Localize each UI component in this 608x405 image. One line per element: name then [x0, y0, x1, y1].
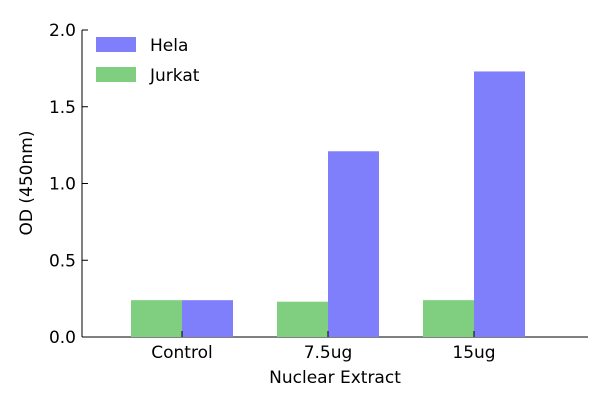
- bars: [131, 71, 525, 337]
- x-tick-label: 7.5ug: [304, 343, 353, 363]
- bar-hela-15ug: [474, 71, 525, 337]
- legend-label-hela: Hela: [150, 36, 188, 56]
- y-tick-label: 1.5: [49, 98, 76, 118]
- legend: Hela Jurkat: [96, 36, 200, 86]
- x-axis-title: Nuclear Extract: [269, 368, 401, 388]
- y-tick-label: 2.0: [49, 21, 76, 41]
- bar-jurkat-control: [131, 300, 182, 337]
- bar-jurkat-7-5ug: [277, 301, 328, 337]
- legend-swatch-jurkat: [96, 67, 136, 82]
- x-tick-label: Control: [151, 343, 212, 363]
- y-tick-label: 0.0: [49, 328, 76, 348]
- y-tick-label: 0.5: [49, 251, 76, 271]
- y-axis-title: OD (450nm): [17, 131, 37, 236]
- bar-hela-control: [182, 300, 233, 337]
- legend-swatch-hela: [96, 37, 136, 52]
- ticks: 0.0 0.5 1.0 1.5 2.0 Control 7.5ug 15ug: [49, 21, 496, 363]
- bar-hela-7-5ug: [328, 151, 379, 337]
- bar-jurkat-15ug: [423, 300, 474, 337]
- legend-label-jurkat: Jurkat: [149, 66, 200, 86]
- y-tick-label: 1.0: [49, 175, 76, 195]
- x-tick-label: 15ug: [452, 343, 495, 363]
